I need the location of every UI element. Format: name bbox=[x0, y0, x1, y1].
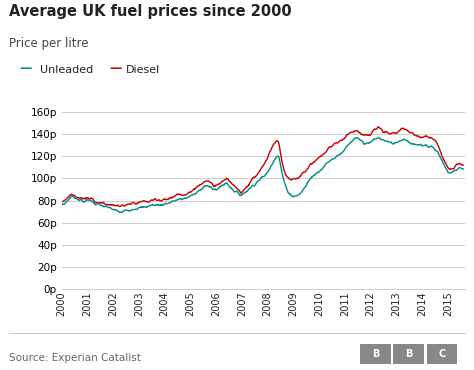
Text: Average UK fuel prices since 2000: Average UK fuel prices since 2000 bbox=[9, 4, 292, 19]
Text: Diesel: Diesel bbox=[126, 65, 160, 75]
Text: —: — bbox=[19, 62, 31, 75]
Text: Unleaded: Unleaded bbox=[40, 65, 93, 75]
Text: Source: Experian Catalist: Source: Experian Catalist bbox=[9, 353, 141, 363]
Text: —: — bbox=[109, 62, 121, 75]
Text: B: B bbox=[405, 349, 412, 359]
Text: C: C bbox=[438, 349, 446, 359]
Text: Price per litre: Price per litre bbox=[9, 37, 89, 50]
Text: B: B bbox=[372, 349, 379, 359]
